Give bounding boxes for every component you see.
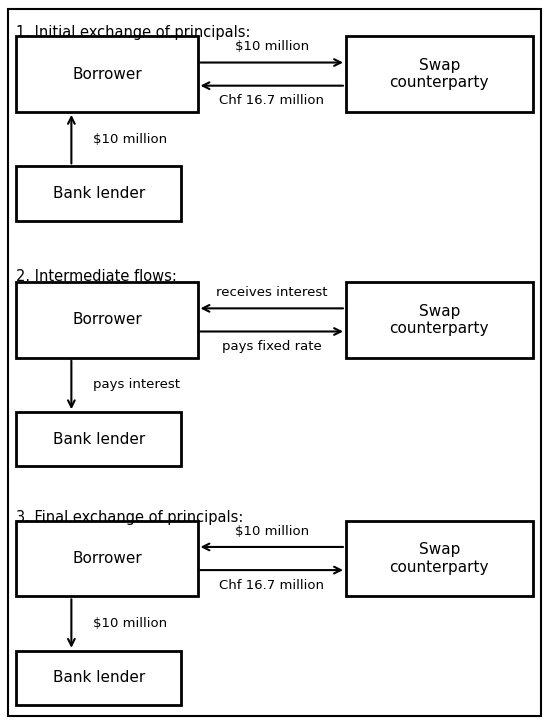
- Text: $10 million: $10 million: [93, 133, 167, 145]
- Text: Chf 16.7 million: Chf 16.7 million: [219, 578, 324, 591]
- Text: pays fixed rate: pays fixed rate: [222, 341, 322, 353]
- Text: pays interest: pays interest: [93, 379, 180, 391]
- Text: receives interest: receives interest: [216, 286, 328, 299]
- Text: Bank lender: Bank lender: [53, 670, 145, 685]
- Bar: [346, 521, 533, 596]
- Bar: [16, 166, 181, 221]
- Bar: [16, 282, 198, 358]
- Text: Swap
counterparty: Swap counterparty: [389, 542, 489, 575]
- Text: Chf 16.7 million: Chf 16.7 million: [219, 94, 324, 107]
- Bar: [16, 36, 198, 112]
- Bar: [16, 412, 181, 466]
- Bar: [16, 521, 198, 596]
- Text: Borrower: Borrower: [72, 551, 142, 566]
- Text: $10 million: $10 million: [234, 40, 309, 53]
- Text: Swap
counterparty: Swap counterparty: [389, 304, 489, 336]
- Bar: [346, 36, 533, 112]
- Text: Borrower: Borrower: [72, 67, 142, 82]
- Text: 1. Initial exchange of principals:: 1. Initial exchange of principals:: [16, 25, 251, 40]
- Text: $10 million: $10 million: [234, 525, 309, 538]
- Text: Borrower: Borrower: [72, 312, 142, 328]
- Bar: [346, 282, 533, 358]
- Text: $10 million: $10 million: [93, 617, 167, 630]
- Text: 3. Final exchange of principals:: 3. Final exchange of principals:: [16, 510, 244, 525]
- Text: Bank lender: Bank lender: [53, 186, 145, 201]
- Text: Swap
counterparty: Swap counterparty: [389, 58, 489, 90]
- Bar: [16, 651, 181, 705]
- Text: 2. Intermediate flows:: 2. Intermediate flows:: [16, 269, 177, 284]
- Text: Bank lender: Bank lender: [53, 432, 145, 447]
